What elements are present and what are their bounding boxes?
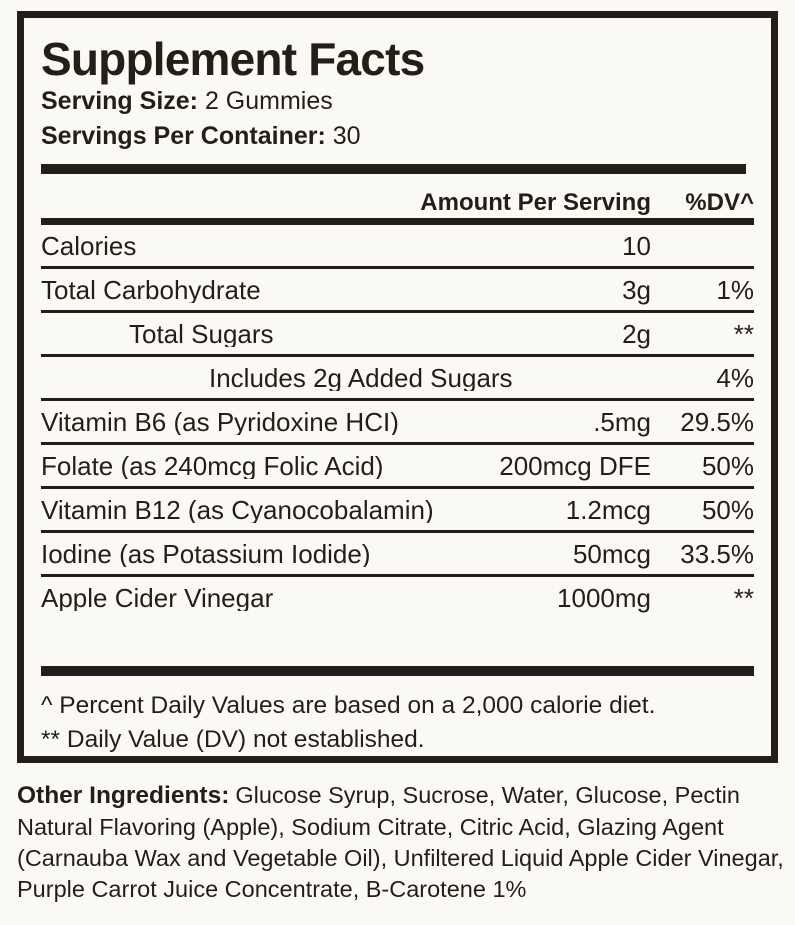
nutrient-row: Vitamin B6 (as Pyridoxine HCI) .5mg 29.5%	[41, 401, 754, 442]
nutrient-amount: 10	[622, 231, 651, 262]
nutrient-rows: Calories 10 Total Carbohydrate 3g 1% Total Su…	[41, 225, 754, 655]
serving-size-label: Serving Size:	[41, 87, 198, 116]
nutrient-amount: 50mcg	[572, 539, 651, 570]
nutrient-name: Folate (as 240mcg Folic Acid)	[41, 453, 384, 480]
footnote-dv-not-established: ** Daily Value (DV) not established.	[41, 725, 425, 753]
nutrient-amount: 1000mg	[557, 583, 651, 614]
nutrient-name: Includes 2g Added Sugars	[209, 365, 513, 392]
nutrient-amount: 200mcg DFE	[499, 451, 651, 482]
column-headers: Amount Per Serving %DV^	[41, 174, 754, 218]
other-ingredients: Other Ingredients: Glucose Syrup, Sucrose…	[17, 780, 785, 904]
nutrient-row: Total Sugars 2g **	[41, 313, 754, 354]
nutrient-dv: 29.5%	[680, 407, 754, 438]
nutrient-dv: **	[733, 583, 754, 614]
divider-below-headers	[41, 218, 754, 226]
nutrient-row: Calories 10	[41, 225, 754, 266]
nutrient-name: Total Sugars	[129, 321, 274, 348]
nutrient-row: Iodine (as Potassium Iodide) 50mcg 33.5%	[41, 533, 754, 574]
divider-above-footnotes	[41, 666, 754, 677]
nutrient-dv: **	[733, 319, 754, 350]
nutrient-name: Iodine (as Potassium Iodide)	[41, 541, 371, 568]
divider-below-servings	[41, 164, 746, 175]
nutrient-row: Vitamin B12 (as Cyanocobalamin) 1.2mcg 50%	[41, 489, 754, 530]
nutrient-dv: 4%	[716, 363, 754, 394]
nutrient-row: Apple Cider Vinegar 1000mg **	[41, 577, 754, 655]
nutrient-row: Folate (as 240mcg Folic Acid) 200mcg DFE 5…	[41, 445, 754, 486]
servings-per-container-line: Servings Per Container: 30	[41, 120, 754, 153]
serving-size-value: 2 Gummies	[204, 87, 333, 116]
row-divider	[41, 486, 754, 490]
footnotes: ^ Percent Daily Values are based on a 2,…	[41, 676, 754, 756]
nutrient-amount: 1.2mcg	[565, 495, 651, 526]
row-divider	[41, 354, 754, 358]
supplement-facts-panel: Supplement Facts Serving Size: 2 Gummies…	[17, 11, 778, 763]
row-divider	[41, 442, 754, 446]
nutrient-dv: 50%	[701, 495, 754, 526]
row-divider	[41, 310, 754, 314]
serving-size-line: Serving Size: 2 Gummies	[41, 85, 754, 118]
dv-header: %DV^	[685, 189, 754, 217]
nutrient-name: Total Carbohydrate	[41, 277, 261, 304]
nutrient-amount: 2g	[622, 319, 651, 350]
nutrient-amount: .5mg	[593, 407, 651, 438]
nutrient-name: Vitamin B6 (as Pyridoxine HCI)	[41, 409, 399, 436]
servings-per-container-label: Servings Per Container:	[41, 122, 326, 151]
nutrient-name: Calories	[41, 233, 137, 260]
servings-per-container-value: 30	[332, 122, 361, 151]
row-divider	[41, 530, 754, 534]
other-ingredients-label: Other Ingredients:	[17, 782, 230, 809]
panel-title: Supplement Facts	[41, 33, 425, 85]
nutrient-row: Includes 2g Added Sugars 4%	[41, 357, 754, 398]
footnote-daily-value: ^ Percent Daily Values are based on a 2,…	[41, 692, 656, 720]
amount-per-serving-header: Amount Per Serving	[420, 189, 651, 217]
nutrient-dv: 1%	[716, 275, 754, 306]
other-ingredients-text: Glucose Syrup, Sucrose, Water, Glucose, …	[17, 782, 784, 902]
nutrient-name: Apple Cider Vinegar	[41, 585, 274, 612]
nutrient-row: Total Carbohydrate 3g 1%	[41, 269, 754, 310]
nutrient-dv: 33.5%	[680, 539, 754, 570]
row-divider	[41, 398, 754, 402]
nutrient-name: Vitamin B12 (as Cyanocobalamin)	[41, 497, 434, 524]
row-divider	[41, 266, 754, 270]
nutrient-dv: 50%	[701, 451, 754, 482]
nutrient-amount: 3g	[622, 275, 651, 306]
row-divider	[41, 574, 754, 578]
